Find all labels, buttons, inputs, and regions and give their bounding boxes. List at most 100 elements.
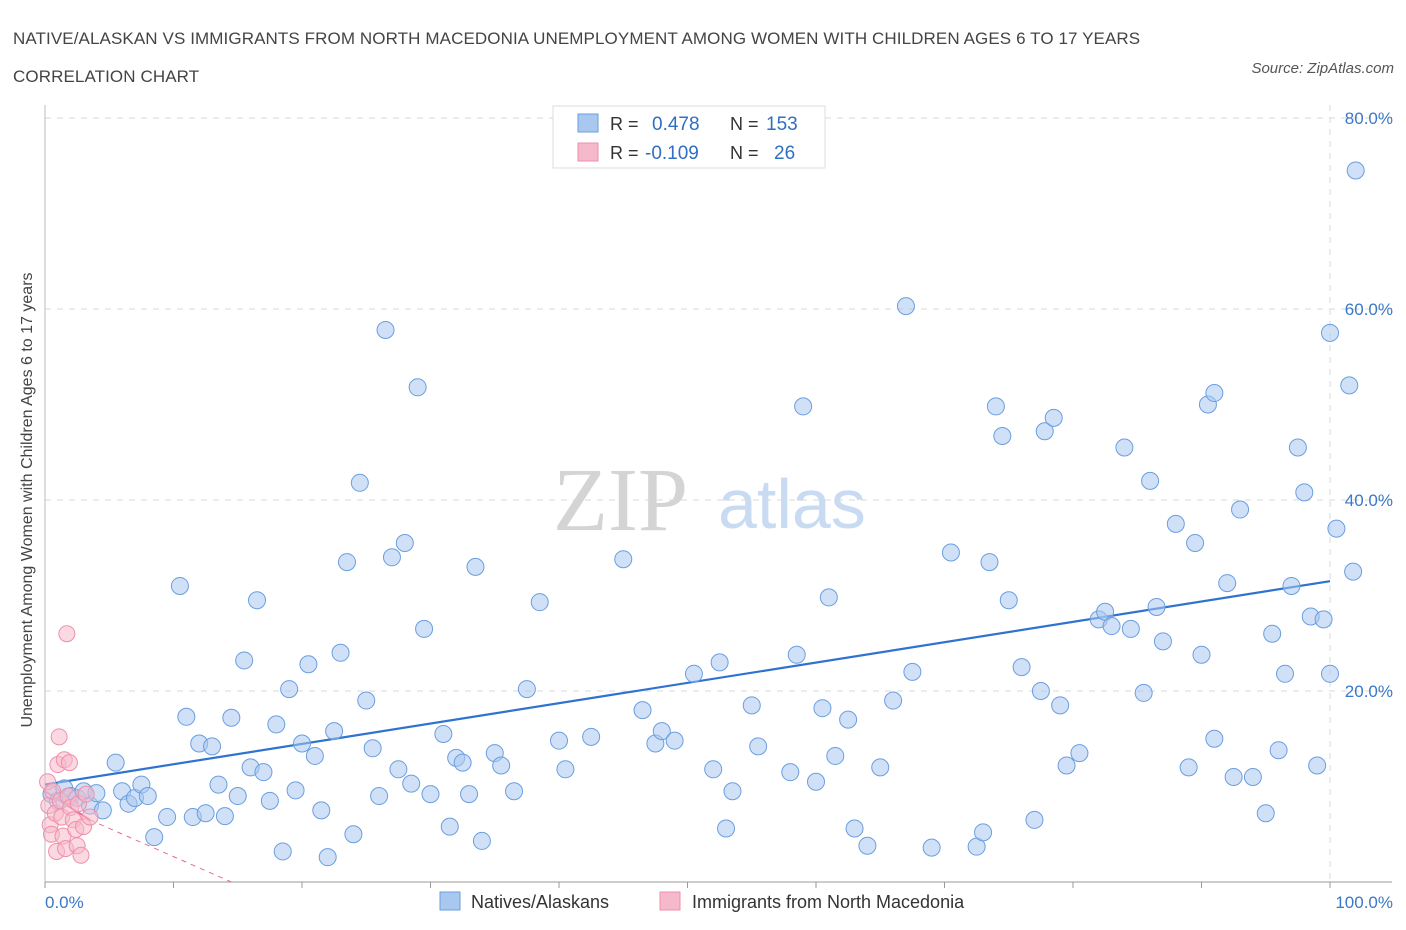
point-natives [781,763,800,782]
point-natives [293,734,311,753]
legend-r-value: 0.478 [652,114,700,135]
legend-n-value: 26 [774,143,795,164]
point-natives [813,699,832,718]
point-immigrants [72,846,90,864]
point-natives [826,746,845,765]
point-natives [376,321,395,340]
point-natives [177,707,196,726]
legend-swatch-natives [439,891,461,911]
point-natives [903,662,922,681]
point-natives [652,722,671,741]
point-natives [1057,756,1076,775]
point-natives [1070,744,1089,763]
y-tick-label: 60.0% [1345,300,1393,319]
series-immigrants-north-macedonia [39,625,99,864]
point-natives [1308,756,1327,775]
point-natives [794,397,813,416]
point-natives [717,819,736,838]
point-natives [1121,619,1140,638]
legend-label-natives: Natives/Alaskans [471,892,609,912]
point-natives [440,817,459,836]
axes [44,105,1392,888]
point-natives [986,397,1005,416]
tick-labels: 20.0% 40.0% 60.0% 80.0% 0.0% 100.0% [45,109,1393,912]
point-natives [1102,617,1121,636]
source-label: Source: ZipAtlas.com [1251,60,1394,77]
y-tick-label: 80.0% [1345,109,1393,128]
point-natives [1044,408,1063,427]
legend-n-label: N = [730,143,759,163]
point-natives [1031,682,1050,700]
point-natives [228,787,247,806]
stats-legend: R = 0.478 N = 153 R = -0.109 N = 26 [552,105,826,169]
point-natives [1288,438,1307,457]
point-natives [839,710,858,729]
point-natives [807,772,825,791]
point-natives [106,753,125,772]
point-natives [1256,804,1275,823]
point-natives [203,737,222,756]
point-natives [170,576,189,595]
point-natives [1115,438,1134,457]
point-natives [466,557,485,576]
point-natives [1321,323,1339,342]
point-natives [1276,664,1295,683]
point-natives [582,727,601,746]
point-natives [999,591,1018,610]
point-natives [370,787,389,806]
point-natives [871,758,890,777]
point-natives [363,739,382,758]
point-natives [1192,645,1211,664]
point-natives [742,696,761,715]
point-natives [472,831,491,850]
point-natives [922,838,941,857]
point-natives [884,691,903,710]
point-natives [196,804,215,823]
point-natives [421,785,440,804]
legend-swatch-blue [577,113,599,133]
point-natives [749,737,768,756]
point-natives [1051,696,1070,715]
point-natives [158,808,177,827]
point-natives [1141,471,1160,490]
point-natives [1340,376,1359,395]
point-natives [299,655,318,674]
point-immigrants [60,754,78,772]
point-natives [1243,767,1262,786]
point-natives [710,653,729,672]
point-natives [845,819,864,838]
point-natives [1346,161,1365,180]
point-natives [344,825,363,844]
legend-swatch-immigrants [659,891,681,911]
point-natives [318,848,337,867]
point-natives [505,782,524,801]
x-tick-label: 0.0% [45,893,84,912]
point-natives [684,664,703,683]
point-natives [492,756,511,775]
legend-n-label: N = [730,114,759,134]
point-natives [1205,384,1224,403]
point-natives [1224,767,1243,786]
point-natives [273,842,292,861]
point-natives [305,746,324,765]
y-tick-label: 20.0% [1345,682,1393,701]
legend-n-value: 153 [766,114,798,135]
point-natives [395,533,414,552]
point-natives [408,378,427,397]
point-natives [222,708,241,727]
series-natives-alaskans [42,161,1365,867]
point-natives [941,543,960,562]
point-natives [235,651,254,670]
watermark-atlas: atlas [718,465,866,543]
point-natives [723,782,742,801]
point-natives [517,680,536,699]
point-natives [704,760,723,779]
point-natives [1147,597,1166,616]
series-legend: Natives/Alaskans Immigrants from North M… [439,891,965,912]
point-natives [312,801,331,820]
legend-r-label: R = [610,143,639,163]
chart-title: NATIVE/ALASKAN VS IMMIGRANTS FROM NORTH … [13,29,1141,86]
point-natives [415,619,434,638]
point-natives [1321,664,1339,683]
